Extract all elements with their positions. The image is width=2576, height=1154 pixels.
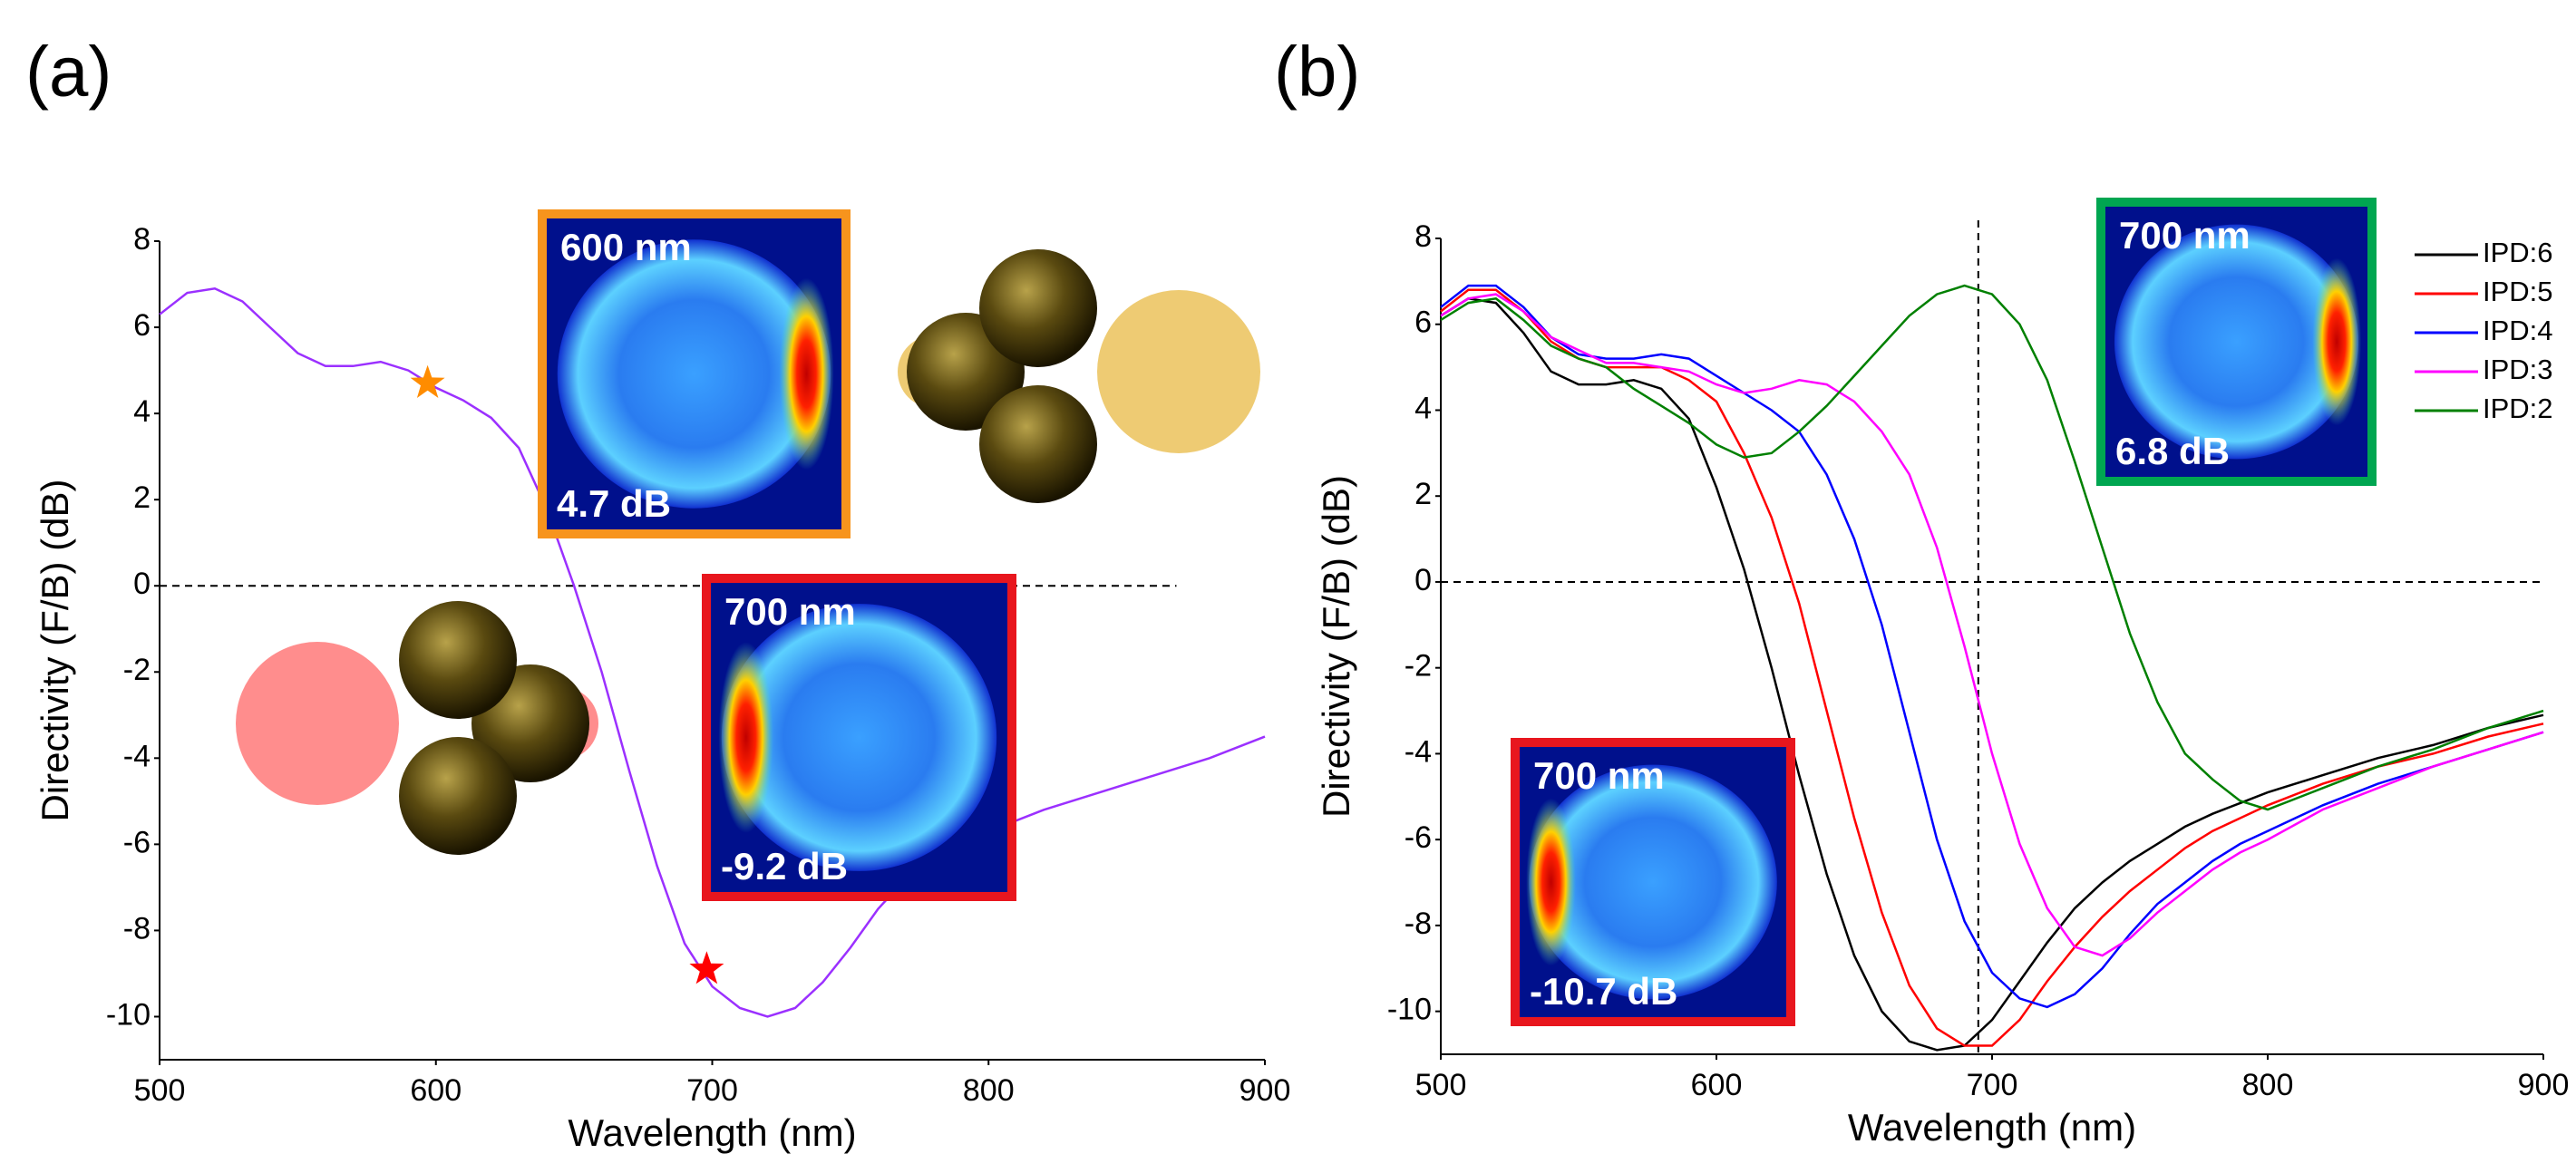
- x-tick-label: 900: [1239, 1073, 1291, 1108]
- y-tick-label: 0: [133, 567, 151, 601]
- field-inset: 600 nm 4.7 dB: [538, 209, 851, 538]
- x-tick-label: 600: [410, 1073, 462, 1108]
- y-tick-label: -6: [123, 825, 151, 859]
- inset-frame: [538, 209, 851, 538]
- particle-illustration: [898, 249, 1260, 503]
- y-tick-label: -6: [1405, 820, 1432, 855]
- y-tick-label: 6: [1414, 305, 1432, 340]
- y-tick-label: -2: [1405, 649, 1432, 684]
- star-marker: [410, 364, 445, 398]
- legend-label: IPD:2: [2483, 393, 2553, 424]
- legend-label: IPD:6: [2483, 237, 2553, 268]
- y-tick-label: -8: [1405, 907, 1432, 941]
- sphere: [979, 385, 1097, 503]
- y-tick-label: -10: [1387, 993, 1432, 1027]
- field-hotspot: [2312, 257, 2362, 426]
- y-axis-title: Directivity (F/B) (dB): [34, 480, 76, 822]
- panel-label: (a): [25, 32, 112, 112]
- particle-illustration: [236, 601, 598, 855]
- inset-frame: [1511, 738, 1795, 1026]
- x-tick-label: 600: [1691, 1068, 1743, 1102]
- y-tick-label: -10: [106, 997, 151, 1032]
- inset-frame: [2096, 198, 2377, 486]
- data-line: [1440, 284, 2544, 1009]
- field-inset: 700 nm -9.2 dB: [702, 574, 1016, 901]
- x-axis-title: Wavelength (nm): [568, 1111, 856, 1154]
- sphere: [979, 249, 1097, 367]
- y-tick-label: -4: [1405, 734, 1432, 769]
- inset-frame: [702, 574, 1016, 901]
- x-tick-label: 500: [134, 1073, 186, 1108]
- y-tick-label: 0: [1414, 563, 1432, 597]
- lobe: [236, 642, 399, 805]
- x-tick-label: 700: [1967, 1068, 2018, 1102]
- x-tick-label: 900: [2518, 1068, 2570, 1102]
- data-line: [1440, 293, 2544, 957]
- lobe: [1097, 290, 1260, 453]
- data-line: [1440, 284, 2544, 811]
- y-tick-label: 6: [133, 308, 151, 343]
- field-hotspot: [779, 277, 834, 470]
- field-hotspot: [1526, 798, 1576, 966]
- field-inset: 700 nm 6.8 dB: [2096, 198, 2377, 486]
- y-tick-label: 8: [133, 222, 151, 257]
- y-tick-label: 4: [1414, 391, 1432, 425]
- field-inset: 700 nm -10.7 dB: [1511, 738, 1795, 1026]
- legend-label: IPD:3: [2483, 354, 2553, 385]
- x-tick-label: 500: [1415, 1068, 1467, 1102]
- x-tick-label: 700: [686, 1073, 738, 1108]
- sphere: [399, 601, 517, 719]
- panel-label: (b): [1274, 32, 1360, 112]
- x-axis-title: Wavelength (nm): [1848, 1106, 2136, 1149]
- y-tick-label: -2: [123, 653, 151, 687]
- field-disk: [1529, 764, 1777, 1000]
- y-tick-label: 2: [133, 480, 151, 515]
- inset-value: -9.2 dB: [721, 845, 848, 887]
- y-axis-title: Directivity (F/B) (dB): [1315, 475, 1357, 818]
- inset-value: -10.7 dB: [1530, 970, 1677, 1013]
- legend-label: IPD:4: [2483, 315, 2553, 346]
- inset-title: 600 nm: [560, 226, 692, 268]
- x-tick-label: 800: [2242, 1068, 2294, 1102]
- inset-title: 700 nm: [1533, 754, 1665, 797]
- legend-label: IPD:5: [2483, 276, 2553, 307]
- star-marker: [689, 951, 724, 984]
- field-disk: [557, 239, 831, 509]
- inset-value: 4.7 dB: [557, 482, 671, 525]
- sphere: [399, 737, 517, 855]
- field-hotspot: [718, 642, 774, 833]
- y-tick-label: -8: [123, 911, 151, 946]
- y-tick-label: -4: [123, 739, 151, 773]
- field-disk: [721, 604, 997, 871]
- y-tick-label: 2: [1414, 477, 1432, 511]
- inset-title: 700 nm: [2119, 214, 2250, 257]
- y-tick-label: 4: [133, 394, 151, 429]
- inset-title: 700 nm: [724, 590, 856, 633]
- inset-value: 6.8 dB: [2115, 430, 2230, 472]
- x-tick-label: 800: [963, 1073, 1015, 1108]
- field-disk: [2114, 224, 2359, 460]
- y-tick-label: 8: [1414, 219, 1432, 254]
